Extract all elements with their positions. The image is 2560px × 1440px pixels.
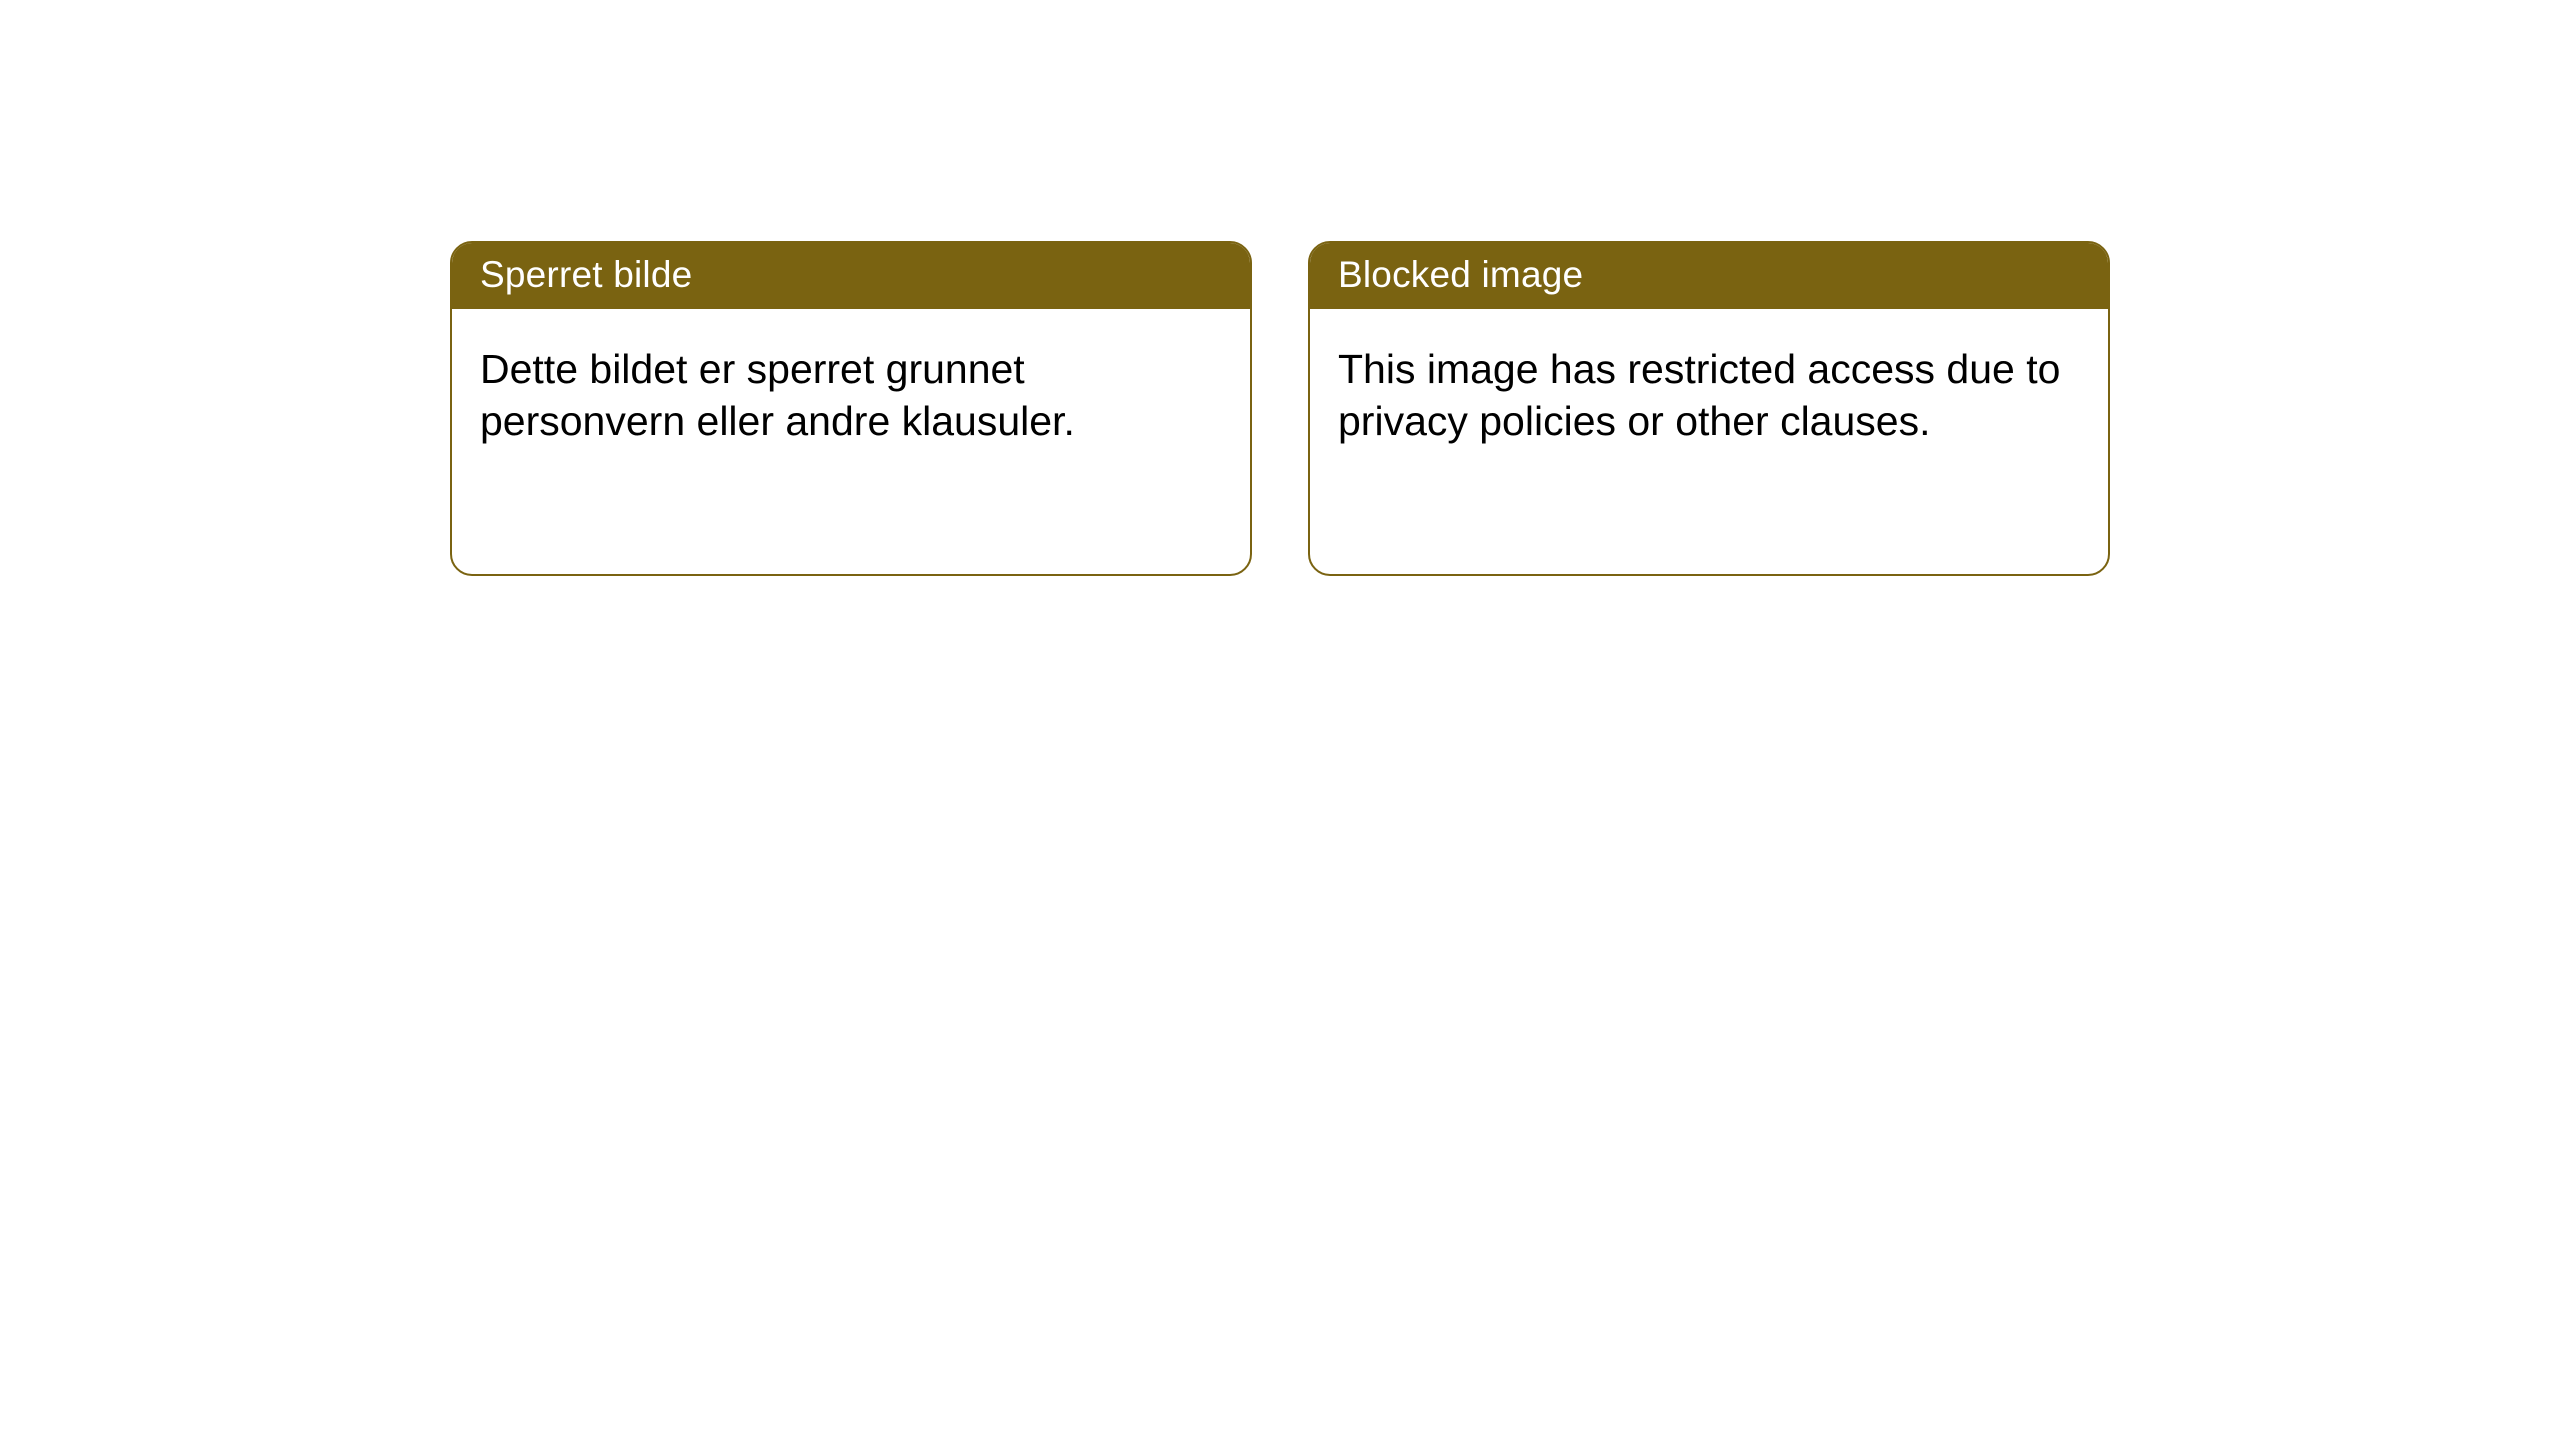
card-body: This image has restricted access due to …: [1310, 309, 2108, 476]
card-body: Dette bildet er sperret grunnet personve…: [452, 309, 1250, 476]
card-header: Sperret bilde: [452, 243, 1250, 309]
card-header: Blocked image: [1310, 243, 2108, 309]
notice-card-english: Blocked image This image has restricted …: [1308, 241, 2110, 576]
notice-card-container: Sperret bilde Dette bildet er sperret gr…: [450, 241, 2110, 576]
notice-card-norwegian: Sperret bilde Dette bildet er sperret gr…: [450, 241, 1252, 576]
